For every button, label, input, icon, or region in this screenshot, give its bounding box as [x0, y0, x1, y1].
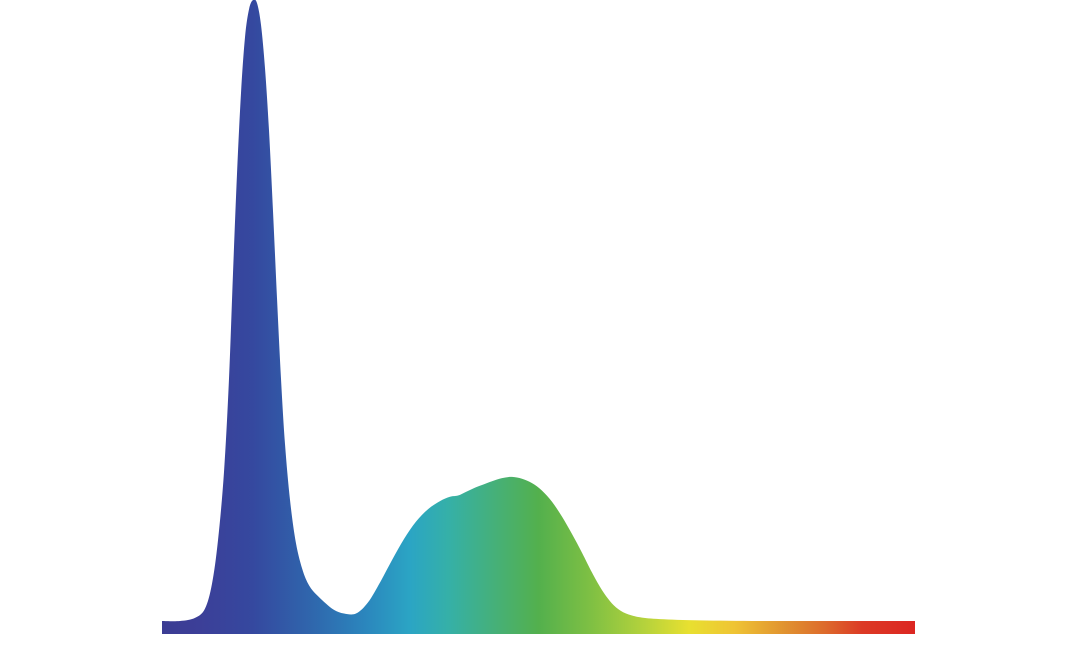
- density-area-path: [162, 0, 915, 634]
